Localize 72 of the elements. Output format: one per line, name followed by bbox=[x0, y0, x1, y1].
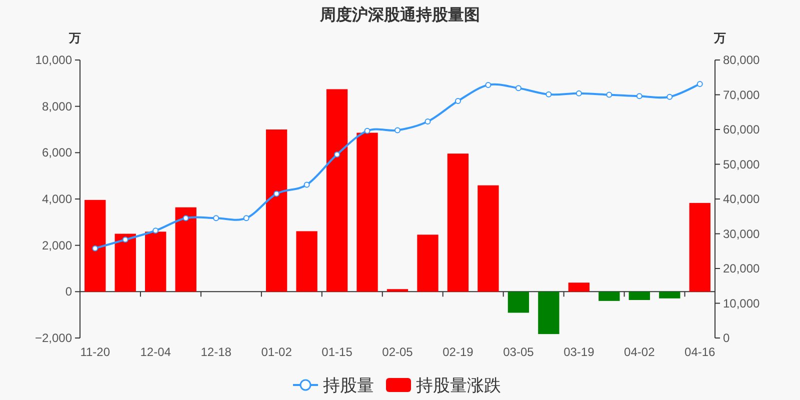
bar bbox=[568, 282, 590, 292]
bar bbox=[175, 207, 196, 292]
point bbox=[213, 215, 220, 222]
y2-tick-label: 10,000 bbox=[723, 296, 760, 310]
legend-label: 持股量涨跌 bbox=[416, 376, 501, 395]
x-tick-label: 04-16 bbox=[684, 345, 716, 359]
y-tick-label: 10,000 bbox=[35, 53, 72, 67]
y2-tick-label: 50,000 bbox=[723, 157, 760, 172]
y-tick-label: 2,000 bbox=[42, 238, 72, 252]
y2-tick-label: 70,000 bbox=[723, 88, 760, 102]
point bbox=[696, 80, 703, 87]
chart-title: 周度沪深股通持股量图 bbox=[319, 5, 480, 24]
bar bbox=[114, 234, 136, 292]
x-tick-label: 11-20 bbox=[80, 345, 110, 359]
y2-tick-label: 80,000 bbox=[723, 53, 760, 67]
y2-tick-label: 20,000 bbox=[723, 262, 760, 276]
y-tick-label: 6,000 bbox=[42, 146, 72, 160]
point bbox=[152, 228, 159, 234]
y2-tick-label: 60,000 bbox=[723, 122, 760, 136]
y-tick-label: 4,000 bbox=[42, 192, 72, 206]
bar bbox=[84, 200, 106, 292]
point bbox=[92, 245, 98, 252]
point bbox=[122, 236, 128, 243]
x-tick-label: 01-02 bbox=[261, 345, 292, 359]
bar bbox=[508, 292, 530, 313]
point bbox=[606, 92, 612, 98]
x-tick-label: 12-18 bbox=[200, 345, 232, 359]
point bbox=[182, 215, 189, 222]
bar bbox=[417, 234, 438, 292]
bar bbox=[689, 202, 710, 292]
point bbox=[334, 152, 340, 158]
x-tick-label: 02-05 bbox=[382, 345, 414, 359]
y2-tick-label: 40,000 bbox=[723, 192, 760, 206]
legend-label: 持股量 bbox=[323, 376, 374, 395]
bar bbox=[659, 292, 680, 298]
y-tick-label: −2,000 bbox=[34, 331, 72, 345]
point bbox=[485, 82, 492, 88]
y2-tick-label: 30,000 bbox=[723, 226, 760, 241]
bar bbox=[478, 185, 499, 292]
point bbox=[394, 127, 400, 134]
point bbox=[576, 90, 582, 96]
bar bbox=[447, 154, 469, 292]
bar bbox=[296, 231, 318, 292]
bar bbox=[356, 132, 378, 292]
bar bbox=[326, 89, 348, 292]
y-tick-label: 0 bbox=[65, 284, 72, 299]
y2-tick-label: 0 bbox=[723, 331, 730, 345]
x-tick-label: 01-15 bbox=[322, 345, 353, 359]
y2-axis-title: 万 bbox=[713, 31, 726, 45]
y-tick-label: 8,000 bbox=[42, 99, 72, 114]
bar bbox=[628, 292, 650, 300]
bar bbox=[386, 289, 408, 292]
bar bbox=[538, 292, 560, 334]
x-tick-label: 04-02 bbox=[624, 345, 656, 359]
point bbox=[304, 182, 310, 188]
bar bbox=[598, 292, 620, 301]
point bbox=[515, 85, 522, 92]
x-tick-label: 02-19 bbox=[442, 345, 474, 359]
point bbox=[546, 91, 552, 98]
bar bbox=[145, 232, 166, 292]
point bbox=[243, 215, 250, 222]
x-tick-label: 12-04 bbox=[140, 345, 172, 359]
point bbox=[364, 128, 370, 134]
point bbox=[636, 93, 642, 100]
point bbox=[424, 118, 431, 125]
x-tick-label: 03-05 bbox=[503, 345, 534, 359]
y-axis-title: 万 bbox=[68, 31, 81, 45]
point bbox=[454, 98, 461, 104]
bar bbox=[266, 130, 288, 292]
x-tick-label: 03-19 bbox=[564, 345, 595, 359]
point bbox=[666, 94, 673, 100]
point bbox=[274, 190, 280, 197]
